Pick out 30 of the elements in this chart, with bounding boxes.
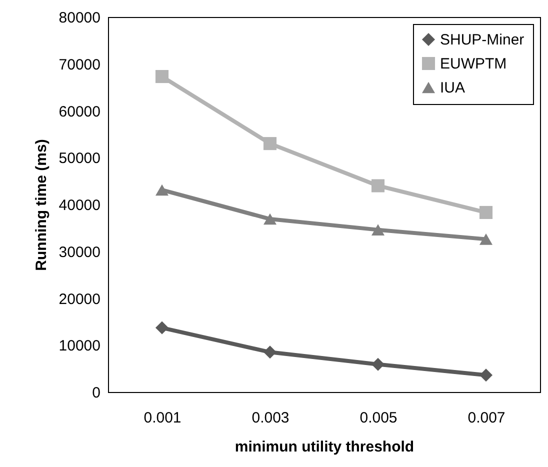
y-tick-label: 60000: [58, 103, 100, 120]
point: [155, 321, 169, 334]
point: [263, 346, 277, 359]
x-tick-label: 0.001: [144, 410, 182, 426]
y-tick-label: 20000: [58, 290, 100, 308]
x-tick-label: 0.005: [360, 410, 398, 426]
x-tick-label: 0.003: [252, 410, 290, 426]
point: [263, 137, 277, 150]
y-tick-label: 70000: [58, 56, 100, 74]
x-tick-label: 0.007: [468, 410, 506, 426]
point: [479, 234, 493, 245]
point: [371, 224, 385, 236]
y-tick-label: 80000: [58, 10, 100, 26]
legend-label: SHUP-Miner: [440, 32, 524, 48]
point: [371, 179, 385, 192]
y-axis-title: Running time (ms): [32, 139, 50, 271]
legend-label: IUA: [440, 80, 466, 96]
x-axis-title: minimun utility threshold: [234, 438, 414, 456]
point: [155, 184, 169, 196]
point: [479, 206, 493, 219]
y-tick-label: 10000: [58, 338, 100, 355]
y-tick-label: 50000: [58, 150, 100, 168]
point: [479, 368, 493, 382]
point: [371, 358, 385, 371]
y-tick-label: 30000: [58, 244, 100, 261]
point: [263, 213, 277, 225]
y-tick-label: 0: [92, 384, 100, 402]
y-tick-label: 40000: [58, 197, 100, 214]
point: [155, 70, 169, 84]
legend-label: EUWPTM: [440, 56, 507, 72]
